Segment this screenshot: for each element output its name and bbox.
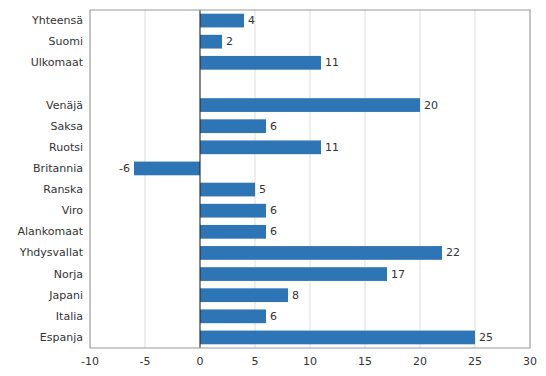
category-label: Saksa [50, 120, 83, 133]
plot-frame [90, 10, 530, 348]
bar [200, 14, 244, 28]
data-label: 5 [259, 183, 266, 196]
bar [200, 246, 442, 260]
grid [90, 10, 530, 348]
zero-line [200, 10, 201, 348]
data-label: 17 [391, 268, 405, 281]
x-tick-label: 5 [252, 355, 259, 368]
x-tick-label: 20 [413, 355, 427, 368]
category-label: Viro [62, 204, 84, 217]
data-label: -6 [119, 162, 130, 175]
data-labels: 421120611-656622178625 [119, 14, 493, 344]
data-label: 8 [292, 289, 299, 302]
data-label: 25 [479, 331, 493, 344]
bar [200, 35, 222, 49]
data-label: 4 [248, 14, 255, 27]
grid-line [200, 10, 201, 348]
grid-line [420, 10, 421, 348]
bar [200, 309, 266, 323]
category-label: Japani [48, 289, 83, 302]
x-tick-label: -10 [81, 355, 99, 368]
bar [200, 98, 420, 112]
bar [134, 162, 200, 176]
x-tick-label: 30 [523, 355, 537, 368]
bars [134, 14, 475, 345]
data-label: 6 [270, 120, 277, 133]
bar [200, 119, 266, 133]
grid-line [475, 10, 476, 348]
data-label: 22 [446, 246, 460, 259]
bar [200, 183, 255, 197]
x-tick-label: 0 [197, 355, 204, 368]
bar [200, 267, 387, 281]
data-label: 2 [226, 35, 233, 48]
category-label: Ulkomaat [31, 56, 84, 69]
category-label: Norja [54, 268, 83, 281]
y-axis: Yhteensä Suomi Ulkomaat Venäjä Saksa Ruotsi Br… [17, 14, 83, 344]
data-label: 6 [270, 204, 277, 217]
bar [200, 56, 321, 70]
x-tick-label: 10 [303, 355, 317, 368]
data-label: 6 [270, 310, 277, 323]
category-label: Espanja [40, 331, 83, 344]
category-label: Italia [56, 310, 83, 323]
chart: -10-5051015202530421120611-656622178625Y… [0, 0, 546, 376]
category-label: Ranska [43, 183, 83, 196]
category-label: Venäjä [46, 99, 83, 112]
bar [200, 225, 266, 239]
x-tick-label: 15 [358, 355, 372, 368]
category-label: Britannia [33, 162, 83, 175]
x-tick-label: 25 [468, 355, 482, 368]
category-label: Alankomaat [17, 225, 83, 238]
grid-line [145, 10, 146, 348]
chart-container: -10-5051015202530421120611-656622178625Y… [0, 0, 546, 376]
data-label: 11 [325, 141, 339, 154]
grid-line [365, 10, 366, 348]
bar [200, 331, 475, 345]
category-label: Yhdysvallat [19, 246, 84, 259]
data-label: 20 [424, 99, 438, 112]
category-label: Suomi [49, 35, 83, 48]
x-tick-label: -5 [140, 355, 151, 368]
data-label: 11 [325, 56, 339, 69]
bar [200, 288, 288, 302]
bar [200, 204, 266, 218]
x-axis: -10 -5 0 5 10 15 20 25 30 [81, 355, 537, 368]
category-label: Yhteensä [31, 14, 83, 27]
data-label: 6 [270, 225, 277, 238]
bar [200, 140, 321, 154]
category-label: Ruotsi [49, 141, 83, 154]
